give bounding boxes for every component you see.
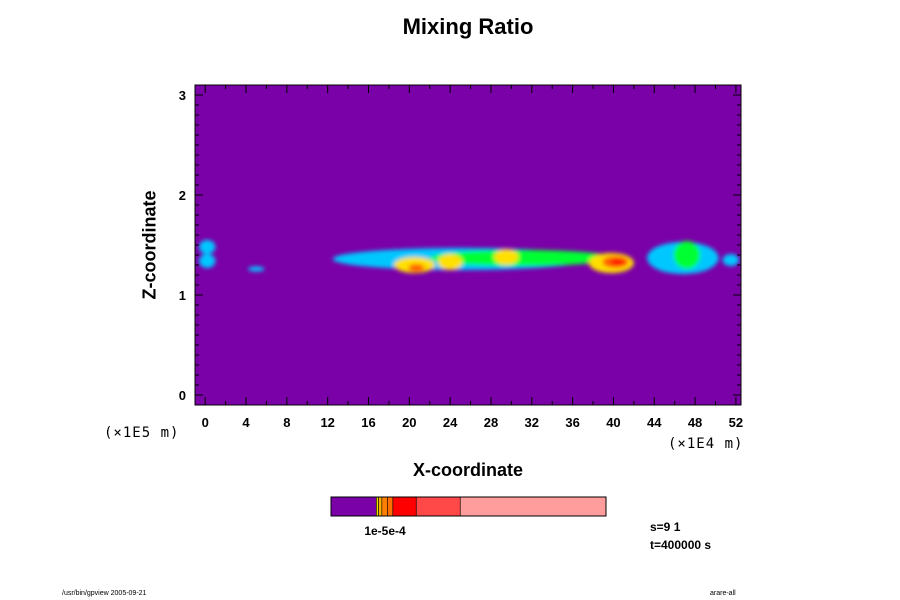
colorbar-segment xyxy=(392,496,417,517)
colorbar-segment xyxy=(376,496,379,517)
colorbar-frame xyxy=(330,496,607,517)
x-tick-label: 40 xyxy=(606,415,620,430)
mixing-ratio-field xyxy=(199,240,739,274)
x-axis-label: X-coordinate xyxy=(412,460,523,480)
x-tick-label: 44 xyxy=(647,415,662,430)
x-tick-label: 4 xyxy=(242,415,250,430)
footer-left: /usr/bin/gpview 2005-09-21 xyxy=(62,590,147,597)
plume-blob xyxy=(673,241,701,269)
footer-right: arare-all xyxy=(710,590,736,597)
y-tick-label: 3 xyxy=(179,88,186,103)
colorbar-segment xyxy=(387,496,394,517)
colorbar-segment xyxy=(381,496,388,517)
y-tick-label: 0 xyxy=(179,388,186,403)
colorbar-segment xyxy=(415,496,461,517)
colorbar-label: 1e-5e-4 xyxy=(364,524,406,538)
colorbar xyxy=(330,496,607,517)
info-t: t=400000 s xyxy=(650,538,712,552)
x-tick-label: 8 xyxy=(283,415,290,430)
y-tick-label: 2 xyxy=(179,188,186,203)
colorbar-segment xyxy=(459,496,607,517)
plume-blob xyxy=(437,254,463,270)
x-axis-unit: (×1E4 m) xyxy=(668,436,744,452)
x-tick-label: 0 xyxy=(202,415,209,430)
x-tick-label: 36 xyxy=(565,415,579,430)
x-tick-label: 52 xyxy=(729,415,743,430)
info-s: s=9 1 xyxy=(650,520,681,534)
plume-blob xyxy=(199,254,216,268)
plume-blob xyxy=(722,254,739,266)
y-axis-label: Z-coordinate xyxy=(139,190,160,300)
chart-title: Mixing Ratio xyxy=(402,14,534,39)
plume-blob xyxy=(494,249,519,265)
x-tick-label: 24 xyxy=(443,415,458,430)
plume-blob xyxy=(408,264,425,272)
colorbar-segment xyxy=(330,496,377,517)
plume-blob xyxy=(610,259,625,265)
plume-blob xyxy=(248,266,265,272)
plume-blob xyxy=(199,240,216,254)
x-tick-label: 16 xyxy=(361,415,375,430)
x-tick-label: 28 xyxy=(484,415,498,430)
x-tick-label: 12 xyxy=(320,415,334,430)
plot-area xyxy=(195,85,741,405)
y-axis-unit: (×1E5 m) xyxy=(104,425,180,441)
y-tick-label: 1 xyxy=(179,288,186,303)
x-tick-label: 32 xyxy=(525,415,539,430)
plume-blob xyxy=(429,250,614,266)
x-tick-label: 20 xyxy=(402,415,416,430)
x-tick-label: 48 xyxy=(688,415,702,430)
colorbar-segment xyxy=(378,496,383,517)
